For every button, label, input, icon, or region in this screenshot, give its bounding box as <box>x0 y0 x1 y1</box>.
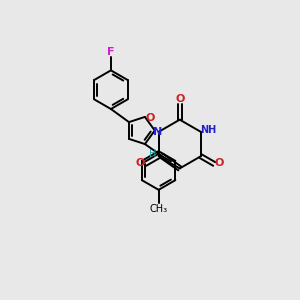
Text: N: N <box>153 128 163 137</box>
Text: H: H <box>149 149 157 159</box>
Text: O: O <box>146 112 155 122</box>
Text: F: F <box>107 46 115 57</box>
Text: NH: NH <box>200 125 216 135</box>
Text: O: O <box>136 158 145 168</box>
Text: CH₃: CH₃ <box>150 204 168 214</box>
Text: O: O <box>214 158 224 168</box>
Text: O: O <box>176 94 185 104</box>
